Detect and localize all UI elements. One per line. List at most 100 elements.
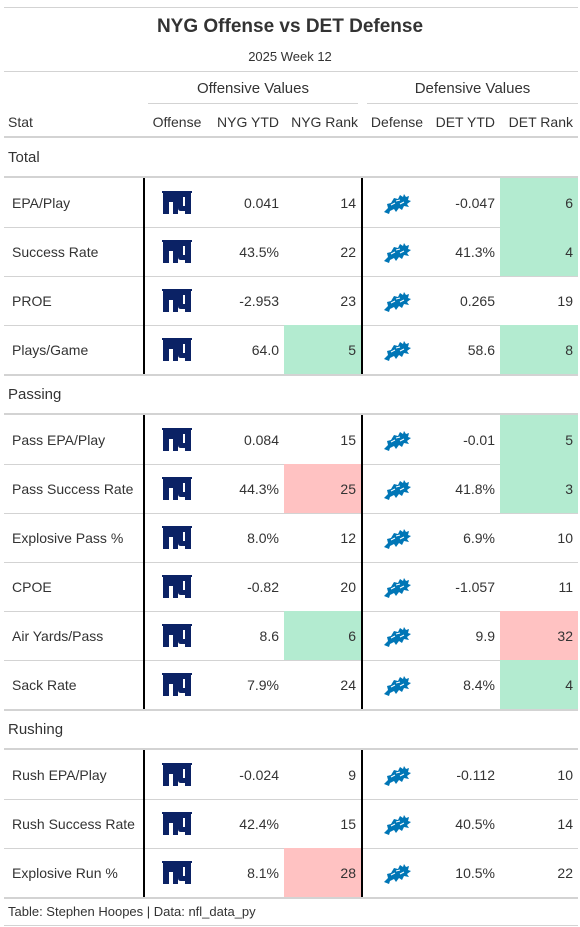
table-row-rule — [4, 513, 578, 514]
stat-label: EPA/Play — [12, 194, 71, 211]
row-group-rule — [4, 176, 578, 178]
defense-divider-line — [361, 178, 363, 374]
bottom-rule — [4, 925, 578, 926]
giants-logo-icon — [146, 178, 208, 227]
det-ytd-value: 41.3% — [455, 243, 495, 260]
nyg-ytd-value: 43.5% — [239, 243, 279, 260]
det-ytd-value: -1.057 — [455, 578, 495, 595]
nyg-ytd-value: 8.6 — [259, 627, 279, 644]
nyg-ytd-value: 64.0 — [251, 341, 279, 358]
det-rank-value: 10 — [557, 766, 573, 783]
nyg-rank-value: 24 — [340, 676, 356, 693]
nyg-rank-value: 15 — [340, 815, 356, 832]
stat-label: Pass Success Rate — [12, 480, 134, 497]
nyg-ytd-value: -0.024 — [239, 766, 279, 783]
giants-logo-icon — [146, 562, 208, 611]
lions-logo-icon — [363, 660, 431, 709]
det-rank-value: 4 — [500, 660, 578, 709]
det-rank-value: 11 — [558, 578, 573, 595]
stat-label: Pass EPA/Play — [12, 431, 106, 448]
defense-divider-line — [361, 415, 363, 709]
nyg-rank-value: 22 — [340, 243, 356, 260]
stat-label: PROE — [12, 292, 52, 309]
giants-logo-icon — [146, 464, 208, 513]
nyg-ytd-value: 44.3% — [239, 480, 279, 497]
table-row-rule — [4, 799, 578, 800]
nyg-ytd-value: 0.041 — [243, 194, 279, 211]
row-group-label: Rushing — [8, 721, 64, 738]
det-rank-value: 14 — [557, 815, 573, 832]
stat-label: Explosive Run % — [12, 864, 118, 881]
det-ytd-value: 40.5% — [455, 815, 495, 832]
det-ytd-value: -0.01 — [463, 431, 495, 448]
stat-label: Rush EPA/Play — [12, 766, 107, 783]
giants-logo-icon — [146, 276, 208, 325]
lions-logo-icon — [363, 325, 431, 374]
stat-label: Sack Rate — [12, 676, 77, 693]
nyg-ytd-value: 7.9% — [247, 676, 279, 693]
col-header-stat: Stat — [8, 114, 33, 130]
det-rank-value: 4 — [500, 227, 578, 276]
table-row-rule — [4, 709, 578, 711]
giants-logo-icon — [146, 227, 208, 276]
det-ytd-value: 8.4% — [463, 676, 495, 693]
giants-logo-icon — [146, 513, 208, 562]
det-rank-value: 6 — [500, 178, 578, 227]
table-title: NYG Offense vs DET Defense — [156, 16, 424, 37]
table-source-note: Table: Stephen Hoopes | Data: nfl_data_p… — [8, 904, 256, 919]
giants-logo-icon — [146, 415, 208, 464]
spanner-defensive-values: Defensive Values — [414, 80, 531, 97]
lions-logo-icon — [363, 799, 431, 848]
det-ytd-value: 41.8% — [455, 480, 495, 497]
det-ytd-value: 58.6 — [467, 341, 495, 358]
nyg-rank-value: 20 — [340, 578, 356, 595]
det-ytd-value: -0.047 — [455, 194, 495, 211]
stat-label: CPOE — [12, 578, 52, 595]
offense-divider-line — [143, 750, 145, 897]
row-group-rule — [4, 413, 578, 415]
nyg-rank-value: 9 — [348, 766, 356, 783]
giants-logo-icon — [146, 325, 208, 374]
stat-label: Explosive Pass % — [12, 529, 124, 546]
det-rank-value: 5 — [500, 415, 578, 464]
nyg-rank-value: 12 — [340, 529, 356, 546]
det-rank-value: 8 — [500, 325, 578, 374]
lions-logo-icon — [363, 464, 431, 513]
row-group-rule — [4, 748, 578, 750]
defense-divider-line — [361, 750, 363, 897]
table-subtitle: 2025 Week 12 — [248, 49, 332, 64]
table-row-rule — [4, 897, 578, 899]
lions-logo-icon — [363, 611, 431, 660]
table-row-rule — [4, 276, 578, 277]
det-ytd-value: 9.9 — [475, 627, 495, 644]
lions-logo-icon — [363, 513, 431, 562]
det-rank-value: 10 — [557, 529, 573, 546]
nyg-ytd-value: 0.084 — [243, 431, 279, 448]
table-row-rule — [4, 562, 578, 563]
spanner-defensive-rule — [367, 103, 578, 104]
col-header-defense: Defense — [370, 114, 424, 130]
giants-logo-icon — [146, 848, 208, 897]
nyg-ytd-value: 8.0% — [247, 529, 279, 546]
spanner-offensive-values: Offensive Values — [196, 80, 309, 97]
stat-label: Air Yards/Pass — [12, 627, 104, 644]
col-header-det-ytd: DET YTD — [435, 114, 495, 130]
lions-logo-icon — [363, 178, 431, 227]
table-row-rule — [4, 374, 578, 376]
det-rank-value: 19 — [557, 292, 573, 309]
nyg-rank-value: 6 — [284, 611, 361, 660]
table-row-rule — [4, 660, 578, 661]
col-header-det-rank: DET Rank — [508, 114, 573, 130]
nyg-rank-value: 25 — [284, 464, 361, 513]
giants-logo-icon — [146, 611, 208, 660]
row-group-label: Total — [8, 149, 40, 166]
nyg-rank-value: 23 — [340, 292, 356, 309]
det-rank-value: 3 — [500, 464, 578, 513]
giants-logo-icon — [146, 660, 208, 709]
det-ytd-value: 10.5% — [455, 864, 495, 881]
stat-label: Success Rate — [12, 243, 99, 260]
det-rank-value: 22 — [557, 864, 573, 881]
det-ytd-value: 0.265 — [459, 292, 495, 309]
offense-divider-line — [143, 178, 145, 374]
lions-logo-icon — [363, 562, 431, 611]
